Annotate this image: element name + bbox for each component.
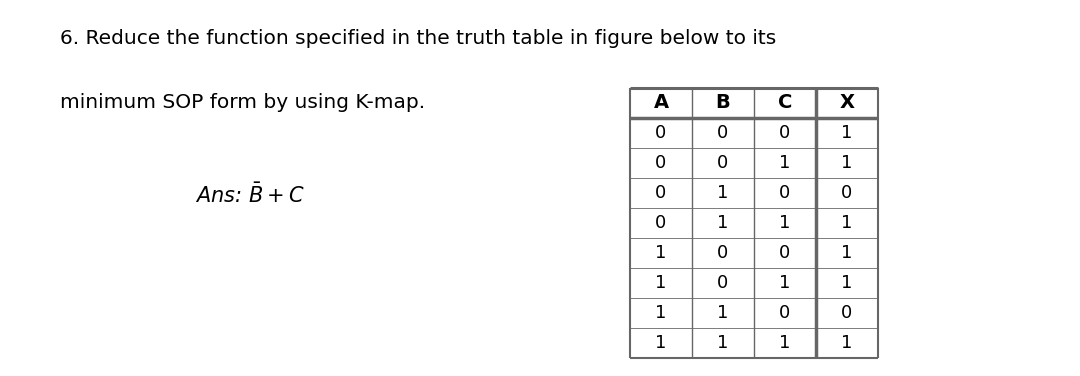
Text: 1: 1 [717,304,729,322]
Text: 0: 0 [656,184,666,202]
Text: 0: 0 [656,214,666,232]
Text: 1: 1 [841,274,853,292]
Text: 0: 0 [780,184,791,202]
Text: 1: 1 [717,184,729,202]
Text: C: C [778,94,793,112]
Text: 1: 1 [656,274,666,292]
Text: 1: 1 [780,214,791,232]
Text: 0: 0 [717,154,729,172]
Text: 1: 1 [780,154,791,172]
Text: 0: 0 [717,274,729,292]
Text: Ans: $\bar{B}+C$: Ans: $\bar{B}+C$ [195,183,305,207]
Text: 0: 0 [780,304,791,322]
Text: 1: 1 [841,154,853,172]
Text: 1: 1 [780,334,791,352]
Text: B: B [716,94,730,112]
Text: 0: 0 [717,244,729,262]
Text: 1: 1 [717,214,729,232]
Text: 1: 1 [656,244,666,262]
Text: A: A [653,94,669,112]
Text: 0: 0 [841,184,852,202]
Text: 0: 0 [656,124,666,142]
Text: X: X [839,94,854,112]
Text: 6. Reduce the function specified in the truth table in figure below to its: 6. Reduce the function specified in the … [60,29,777,47]
Text: 0: 0 [780,244,791,262]
Text: 0: 0 [841,304,852,322]
Text: 1: 1 [656,304,666,322]
Text: 0: 0 [717,124,729,142]
Text: 0: 0 [656,154,666,172]
Text: 1: 1 [841,124,853,142]
Text: 1: 1 [841,214,853,232]
Text: 1: 1 [841,244,853,262]
Text: 1: 1 [656,334,666,352]
Text: 1: 1 [717,334,729,352]
Text: 1: 1 [780,274,791,292]
Text: 0: 0 [780,124,791,142]
Text: minimum SOP form by using K-map.: minimum SOP form by using K-map. [60,92,426,112]
Text: 1: 1 [841,334,853,352]
